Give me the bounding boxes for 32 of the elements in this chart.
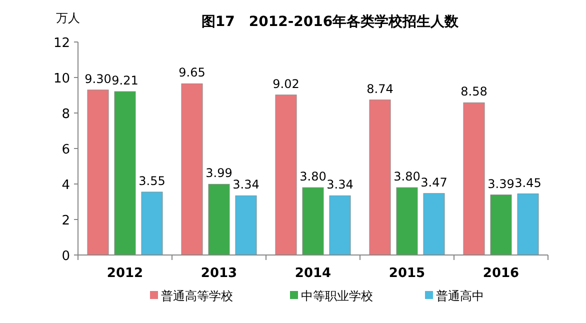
y-tick-label: 6: [62, 142, 70, 158]
x-tick-label: 2016: [482, 266, 520, 281]
data-label: 9.21: [112, 74, 138, 88]
data-label: 3.99: [206, 166, 232, 180]
legend-label: 普通高等学校: [161, 289, 233, 303]
data-label: 9.30: [84, 72, 112, 86]
y-axis-title: 万人: [56, 11, 80, 25]
x-tick-label: 2014: [294, 266, 332, 281]
y-tick-label: 0: [62, 249, 70, 264]
data-label: 8.74: [366, 82, 394, 96]
data-label: 3.80: [300, 170, 326, 184]
legend-label: 中等职业学校: [301, 289, 373, 303]
x-tick-label: 2015: [388, 266, 426, 281]
data-label: 3.45: [514, 176, 542, 190]
legend-label: 普通高中: [436, 289, 484, 303]
y-tick-label: 12: [53, 36, 70, 51]
x-tick-label: 2012: [106, 266, 144, 281]
data-label: 3.47: [420, 175, 448, 190]
data-label: 3.80: [394, 170, 420, 184]
data-label: 8.58: [460, 84, 488, 99]
data-label: 9.02: [272, 76, 300, 91]
data-label: 3.34: [326, 178, 354, 192]
y-tick-label: 2: [62, 214, 70, 228]
data-label: 9.65: [178, 66, 206, 80]
data-label: 3.34: [232, 178, 260, 192]
y-tick-label: 4: [62, 178, 70, 193]
data-label: 3.39: [488, 176, 514, 191]
y-tick-label: 8: [62, 107, 70, 122]
chart-title: 图17 2012-2016年各类学校招生人数: [201, 14, 460, 30]
x-tick-label: 2013: [200, 266, 238, 281]
y-tick-label: 10: [53, 72, 70, 86]
data-label: 3.55: [138, 174, 166, 188]
